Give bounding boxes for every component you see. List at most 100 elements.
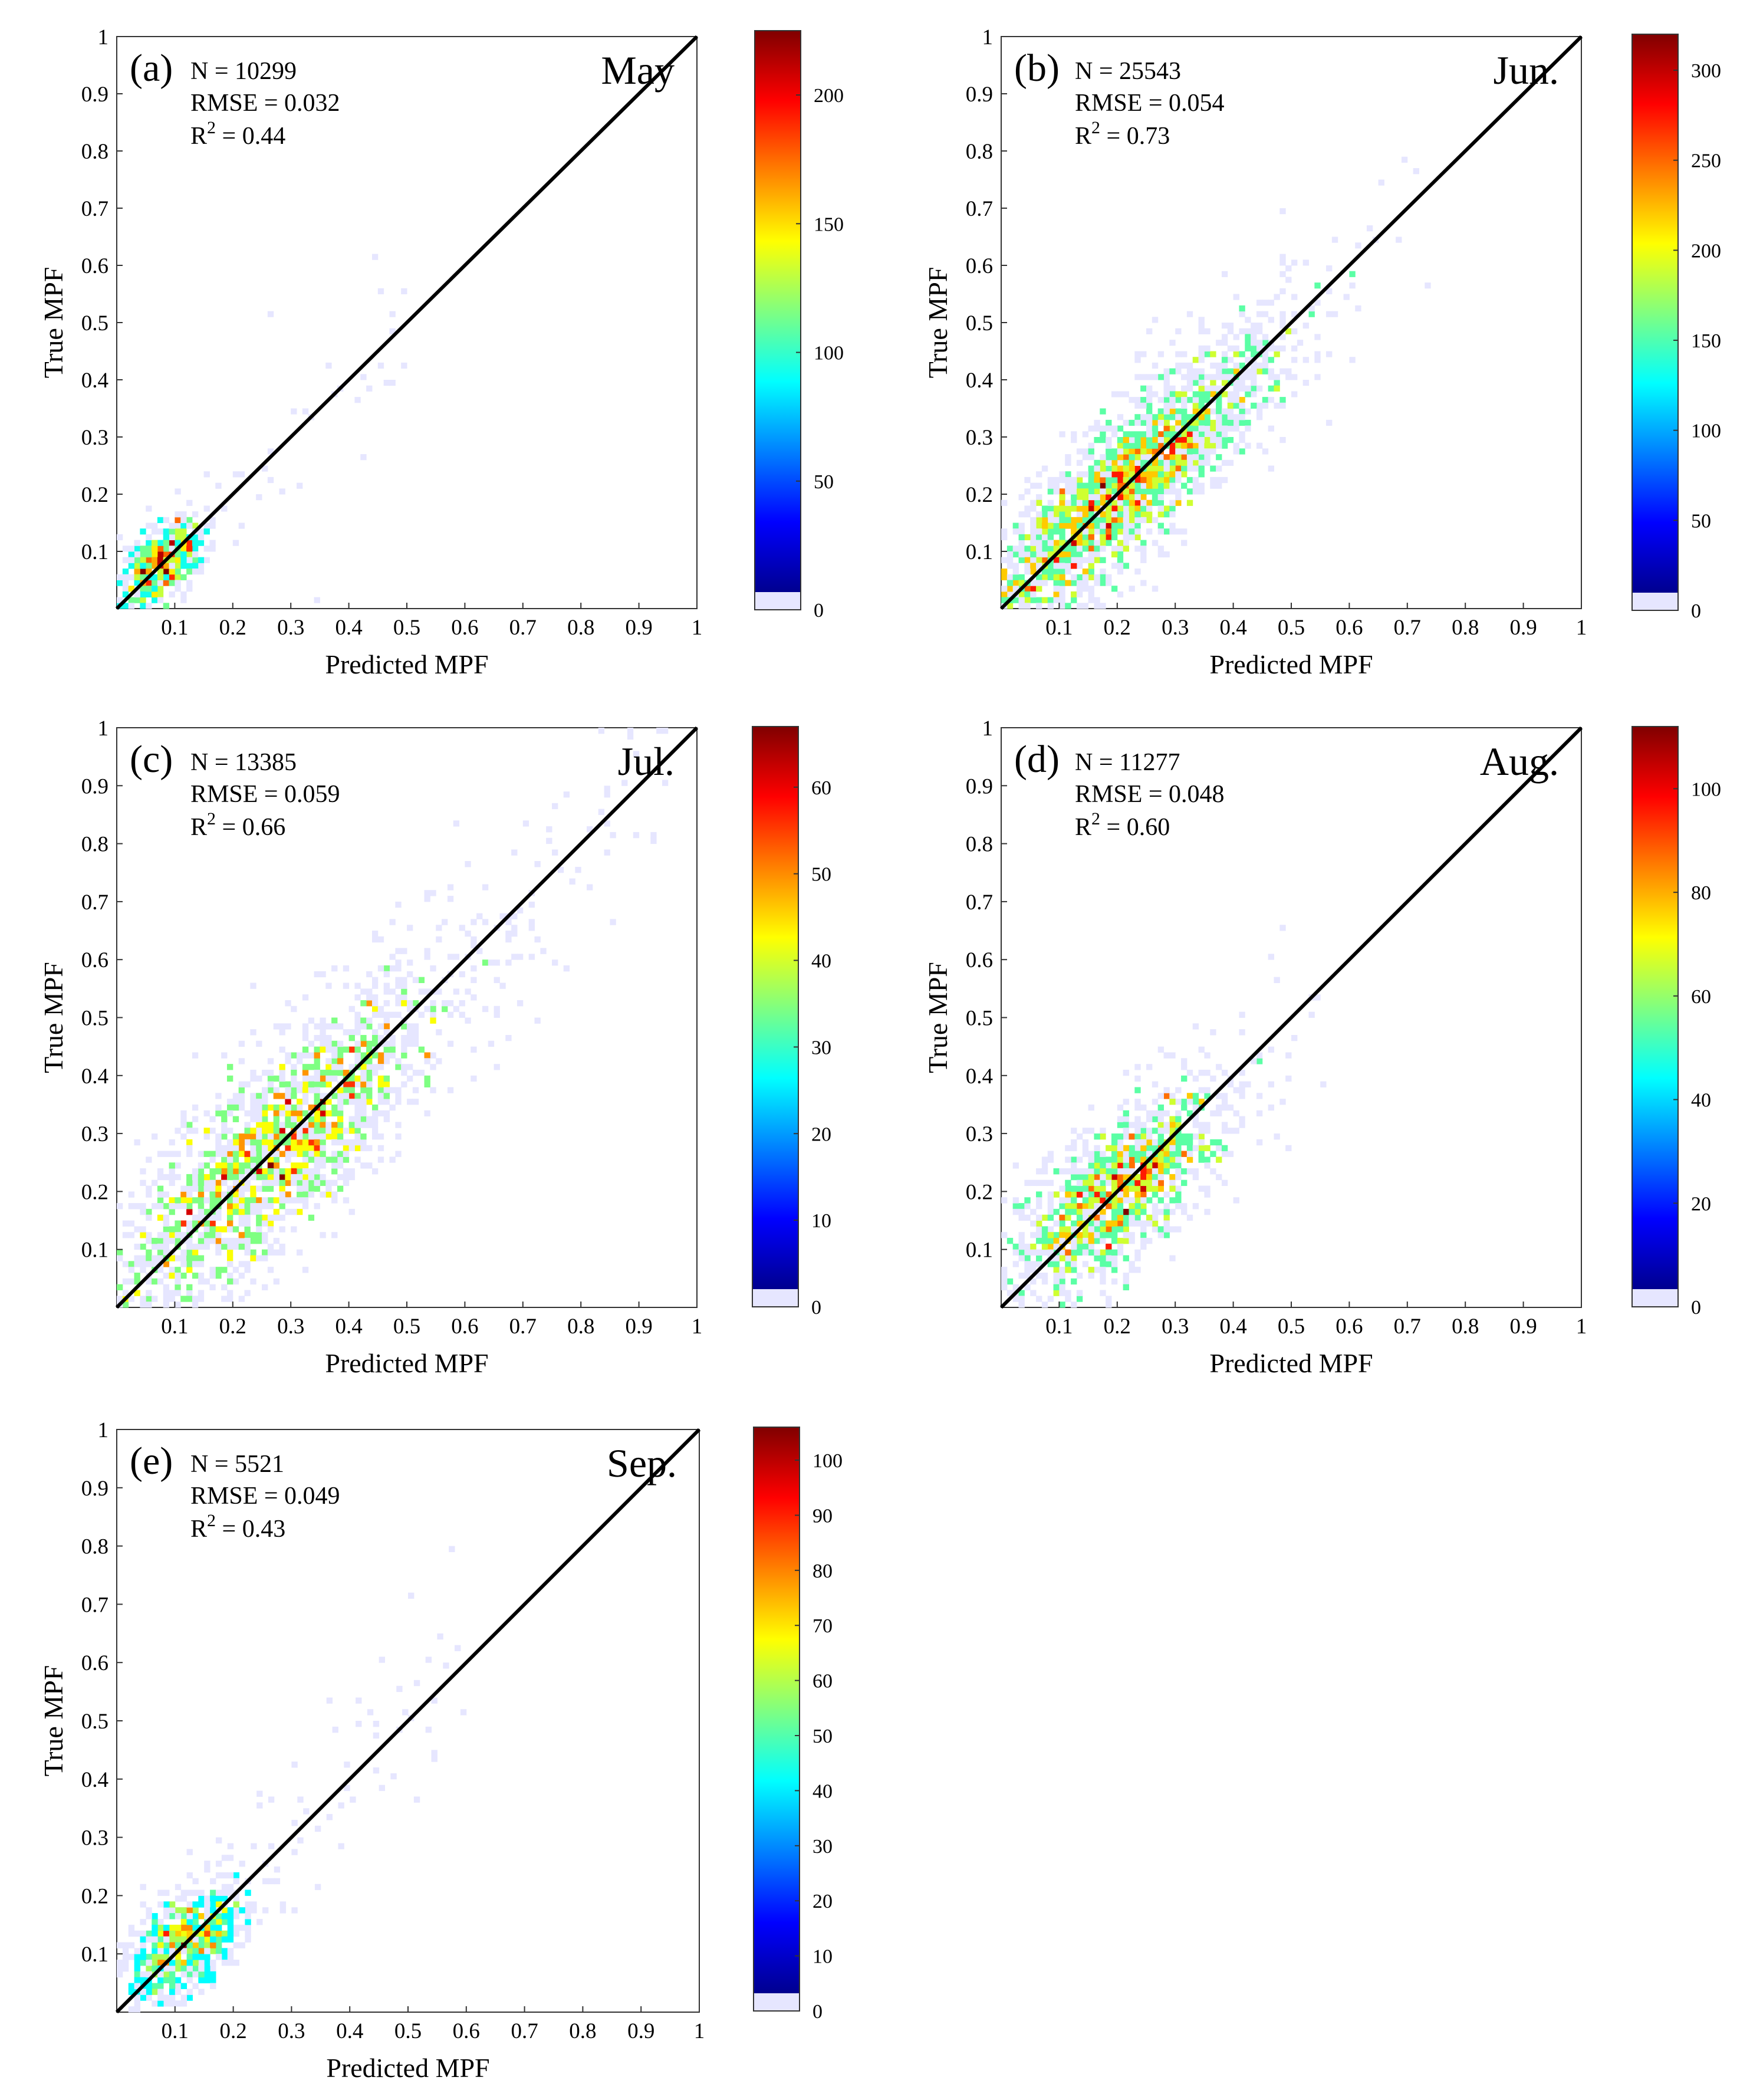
density-cell [256, 1040, 262, 1047]
density-cell [175, 1913, 182, 1920]
density-cell [128, 551, 135, 558]
density-cell [297, 1052, 303, 1059]
density-cell [262, 1145, 268, 1152]
density-cell [476, 913, 483, 919]
density-cell [1134, 414, 1141, 420]
density-cell [1030, 1278, 1037, 1285]
density-cell [1094, 1156, 1100, 1163]
density-cell [267, 1179, 274, 1187]
density-cell [1192, 402, 1199, 409]
density-cell [215, 1191, 222, 1198]
density-cell [1041, 1278, 1048, 1285]
density-cell [302, 1267, 309, 1273]
density-cell [1163, 1232, 1170, 1238]
density-cell [1216, 374, 1222, 380]
density-cell [314, 1156, 320, 1163]
density-cell [1186, 397, 1193, 403]
density-cell [250, 1133, 256, 1140]
density-cell [1041, 540, 1048, 546]
density-cell [215, 1151, 222, 1157]
density-cell [210, 1948, 216, 1954]
density-cell [117, 1296, 123, 1302]
density-cell [1094, 425, 1100, 432]
density-cell [198, 1174, 205, 1181]
density-cell [1152, 442, 1159, 449]
density-cell [1146, 1174, 1153, 1181]
density-cell [360, 1023, 367, 1030]
density-cell [662, 780, 669, 786]
density-cell [169, 1948, 176, 1954]
density-cell [1111, 499, 1118, 506]
density-cell [424, 1005, 430, 1013]
density-cell [1157, 551, 1165, 558]
density-cell [1326, 419, 1333, 426]
density-cell [1210, 1168, 1216, 1175]
x-tick-label: 0.9 [627, 2019, 654, 2043]
density-cell [1129, 482, 1135, 489]
density-cell [360, 1052, 367, 1059]
density-cell [1036, 557, 1042, 563]
density-cell [366, 994, 373, 1001]
density-cell [1163, 1203, 1170, 1210]
density-cell [552, 803, 558, 810]
density-cell [1082, 545, 1089, 552]
density-cell [302, 1064, 309, 1070]
density-cell [1186, 437, 1193, 443]
density-cell [192, 1302, 199, 1308]
density-cell [1134, 1267, 1141, 1273]
density-cell [152, 551, 158, 558]
density-cell [1076, 494, 1083, 501]
density-cell [1140, 414, 1147, 420]
density-cell [424, 896, 430, 902]
density-cell [186, 1255, 193, 1261]
density-cell [291, 1052, 297, 1059]
density-cell [1175, 1087, 1182, 1093]
density-cell [1123, 545, 1129, 552]
density-cell [1006, 1290, 1014, 1296]
density-cell [186, 586, 193, 592]
density-cell [383, 1011, 390, 1018]
density-cell [1221, 391, 1228, 397]
density-cell [244, 1208, 251, 1215]
x-tick-label: 0.5 [393, 616, 420, 640]
density-cell [250, 1104, 256, 1111]
density-cell [1129, 1179, 1135, 1187]
stat-n: N = 13385 [190, 749, 297, 776]
density-cell [192, 568, 199, 575]
density-cell [1302, 259, 1310, 266]
density-cell [1152, 1128, 1159, 1134]
density-cell [331, 1064, 338, 1070]
density-cell [117, 1971, 123, 1978]
density-cell [1094, 505, 1100, 512]
density-cell [198, 1185, 205, 1192]
x-tick-label: 0.3 [277, 1314, 304, 1339]
density-cell [302, 1197, 309, 1204]
density-cell [215, 1913, 222, 1920]
density-cell [1071, 1203, 1077, 1210]
density-cell [1129, 1208, 1135, 1215]
density-cell [122, 574, 129, 580]
density-cell [1123, 459, 1129, 466]
density-cell [1059, 1214, 1065, 1221]
density-cell [1053, 1284, 1060, 1291]
density-cell [383, 1081, 390, 1087]
density-cell [377, 1110, 384, 1117]
density-cell [1175, 351, 1182, 357]
density-cell [221, 1855, 228, 1861]
density-cell [1047, 1179, 1054, 1187]
density-cell [238, 1058, 245, 1064]
density-cell [180, 1918, 188, 1925]
density-cell [226, 1145, 233, 1152]
density-cell [1100, 1151, 1106, 1157]
density-cell [1285, 374, 1292, 380]
density-cell [198, 1208, 205, 1215]
density-cell [390, 1773, 397, 1780]
density-cell [273, 1110, 280, 1117]
density-cell [204, 1907, 210, 1914]
density-cell [1082, 1174, 1089, 1181]
density-cell [331, 1156, 338, 1163]
density-cell [1111, 534, 1118, 541]
density-cell [1094, 545, 1100, 552]
density-cell [1221, 414, 1228, 420]
density-cell [163, 1302, 170, 1308]
